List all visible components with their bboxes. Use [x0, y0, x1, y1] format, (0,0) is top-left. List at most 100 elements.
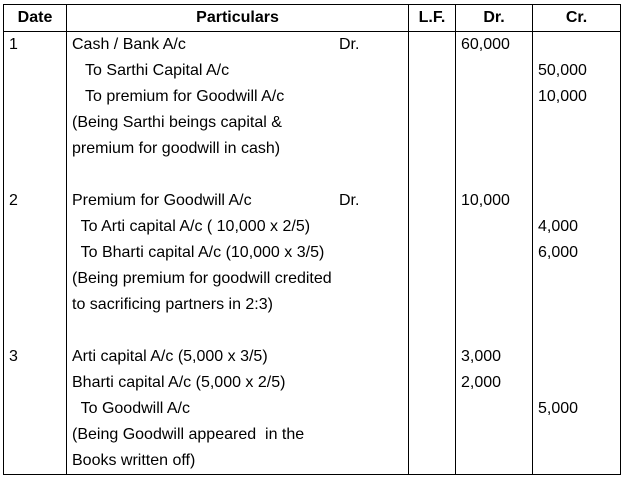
date-cell — [3, 396, 67, 422]
lf-cell — [408, 84, 456, 110]
lf-cell — [408, 110, 456, 136]
empty-cell — [3, 318, 67, 344]
debit-amount: 3,000 — [455, 344, 533, 370]
header-dr: Dr. — [455, 4, 533, 32]
particulars-text: To Arti capital A/c ( 10,000 x 2/5) — [72, 218, 311, 235]
spacer-row — [3, 162, 621, 188]
date-cell — [3, 110, 67, 136]
header-cr: Cr. — [532, 4, 621, 32]
date-cell — [3, 266, 67, 292]
lf-cell — [408, 292, 456, 318]
date-cell: 1 — [3, 31, 67, 58]
particulars-cell: (Being Sarthi beings capital & — [66, 110, 409, 136]
debit-amount — [455, 396, 533, 422]
lf-cell — [408, 240, 456, 266]
particulars-cell: Cash / Bank A/c Dr. — [66, 31, 409, 58]
credit-amount — [532, 422, 621, 448]
particulars-text: To Bharti capital A/c (10,000 x 3/5) — [72, 244, 325, 261]
empty-cell — [408, 162, 456, 188]
particulars-text: Cash / Bank A/c — [72, 36, 186, 53]
credit-amount — [532, 344, 621, 370]
lf-cell — [408, 396, 456, 422]
journal-line: Bharti capital A/c (5,000 x 2/5) 2,000 — [3, 370, 621, 396]
empty-cell — [66, 318, 409, 344]
debit-amount — [455, 58, 533, 84]
debit-amount — [455, 84, 533, 110]
journal-line: To Arti capital A/c ( 10,000 x 2/5) 4,000 — [3, 214, 621, 240]
lf-cell — [408, 370, 456, 396]
lf-cell — [408, 31, 456, 58]
empty-cell — [455, 318, 533, 344]
debit-amount: 10,000 — [455, 188, 533, 214]
date-cell — [3, 240, 67, 266]
particulars-cell: Arti capital A/c (5,000 x 3/5) — [66, 344, 409, 370]
particulars-text: Arti capital A/c (5,000 x 3/5) — [72, 348, 268, 365]
date-cell — [3, 214, 67, 240]
empty-cell — [408, 318, 456, 344]
particulars-cell: To Bharti capital A/c (10,000 x 3/5) — [66, 240, 409, 266]
particulars-text: To Goodwill A/c — [72, 400, 190, 417]
debit-amount — [455, 110, 533, 136]
empty-cell — [532, 318, 621, 344]
empty-cell — [66, 162, 409, 188]
empty-cell — [3, 162, 67, 188]
debit-amount: 2,000 — [455, 370, 533, 396]
particulars-cell: Premium for Goodwill A/c Dr. — [66, 188, 409, 214]
lf-cell — [408, 266, 456, 292]
particulars-cell: Books written off) — [66, 448, 409, 475]
debit-amount — [455, 266, 533, 292]
particulars-text: (Being Sarthi beings capital & — [72, 114, 282, 131]
lf-cell — [408, 188, 456, 214]
spacer-row — [3, 318, 621, 344]
date-cell — [3, 292, 67, 318]
credit-amount — [532, 31, 621, 58]
lf-cell — [408, 136, 456, 162]
particulars-text: premium for goodwill in cash) — [72, 140, 281, 157]
journal-line: to sacrificing partners in 2:3) — [3, 292, 621, 318]
journal-line: (Being premium for goodwill credited — [3, 266, 621, 292]
credit-amount — [532, 110, 621, 136]
journal-line: To Sarthi Capital A/c 50,000 — [3, 58, 621, 84]
debit-mark: Dr. — [339, 36, 360, 53]
particulars-cell: To Goodwill A/c — [66, 396, 409, 422]
empty-cell — [455, 162, 533, 188]
empty-cell — [532, 162, 621, 188]
header-row: Date Particulars L.F. Dr. Cr. — [3, 4, 621, 32]
lf-cell — [408, 58, 456, 84]
particulars-text: To premium for Goodwill A/c — [72, 88, 285, 105]
particulars-cell: To Sarthi Capital A/c — [66, 58, 409, 84]
date-cell — [3, 58, 67, 84]
journal-line: 2 Premium for Goodwill A/c Dr. 10,000 — [3, 188, 621, 214]
particulars-text: Premium for Goodwill A/c — [72, 192, 252, 209]
debit-amount — [455, 214, 533, 240]
header-lf: L.F. — [408, 4, 456, 32]
date-cell — [3, 422, 67, 448]
journal-line: Books written off) — [3, 448, 621, 475]
journal-line: (Being Sarthi beings capital & — [3, 110, 621, 136]
particulars-cell: To premium for Goodwill A/c — [66, 84, 409, 110]
debit-amount — [455, 292, 533, 318]
particulars-cell: to sacrificing partners in 2:3) — [66, 292, 409, 318]
credit-amount — [532, 370, 621, 396]
credit-amount: 5,000 — [532, 396, 621, 422]
credit-amount: 6,000 — [532, 240, 621, 266]
date-cell: 2 — [3, 188, 67, 214]
particulars-cell: premium for goodwill in cash) — [66, 136, 409, 162]
date-cell — [3, 448, 67, 475]
credit-amount — [532, 292, 621, 318]
credit-amount — [532, 188, 621, 214]
particulars-text: Bharti capital A/c (5,000 x 2/5) — [72, 374, 286, 391]
journal-line: To Goodwill A/c 5,000 — [3, 396, 621, 422]
journal-line: (Being Goodwill appeared in the — [3, 422, 621, 448]
journal-line: 1 Cash / Bank A/c Dr. 60,000 — [3, 31, 621, 58]
particulars-text: Books written off) — [72, 452, 196, 469]
header-date: Date — [3, 4, 67, 32]
debit-mark: Dr. — [339, 192, 360, 209]
date-cell — [3, 136, 67, 162]
date-cell — [3, 370, 67, 396]
journal-table: Date Particulars L.F. Dr. Cr. 1 Cash / Ba… — [3, 4, 621, 475]
debit-amount — [455, 448, 533, 475]
particulars-cell: Bharti capital A/c (5,000 x 2/5) — [66, 370, 409, 396]
journal-line: To Bharti capital A/c (10,000 x 3/5) 6,00… — [3, 240, 621, 266]
journal-line: 3 Arti capital A/c (5,000 x 3/5) 3,000 — [3, 344, 621, 370]
